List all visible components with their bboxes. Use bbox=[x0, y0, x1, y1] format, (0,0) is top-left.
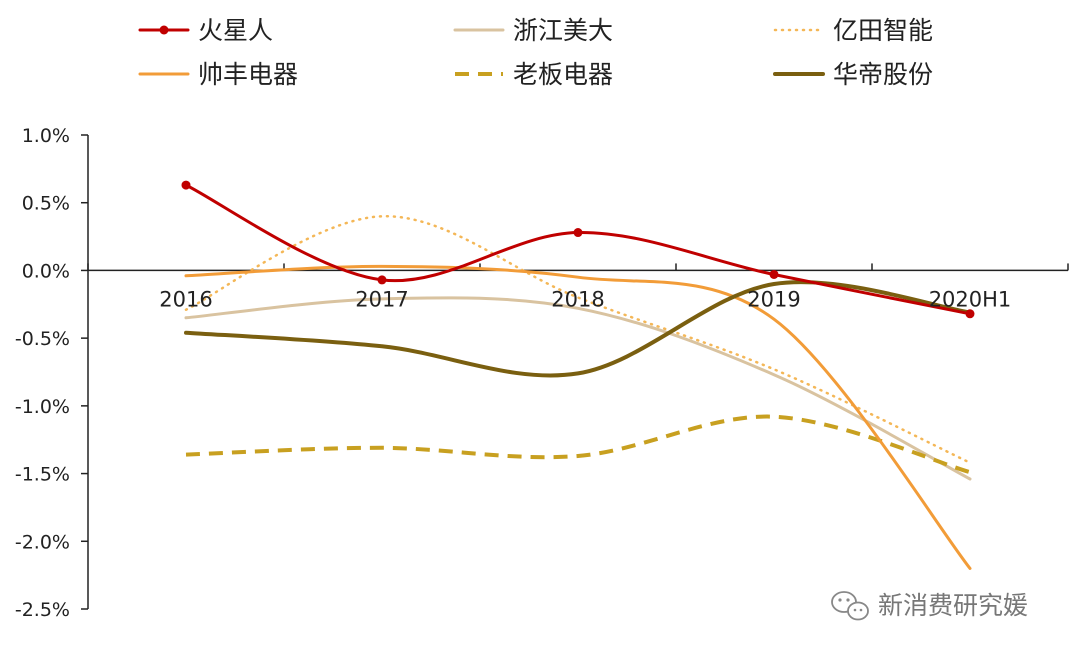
legend-label: 亿田智能 bbox=[833, 16, 933, 45]
x-tick-label: 2016 bbox=[159, 287, 212, 311]
y-tick-label: 0.0% bbox=[22, 260, 70, 282]
legend-item: 帅丰电器 bbox=[138, 60, 298, 89]
data-point bbox=[573, 228, 583, 238]
legend-item: 华帝股份 bbox=[773, 60, 933, 89]
legend-item: 火星人 bbox=[138, 16, 273, 45]
watermark-text: 新消费研究媛 bbox=[878, 591, 1028, 620]
y-tick-label: -2.5% bbox=[15, 599, 70, 621]
legend-label: 帅丰电器 bbox=[198, 60, 298, 89]
legend-label: 老板电器 bbox=[513, 60, 613, 89]
legend-marker bbox=[159, 25, 169, 35]
legend-label: 火星人 bbox=[198, 16, 273, 45]
series-line-1 bbox=[184, 296, 972, 481]
y-tick-label: -1.0% bbox=[15, 396, 70, 418]
y-tick-label: -2.0% bbox=[15, 531, 70, 553]
legend-label: 浙江美大 bbox=[513, 16, 613, 45]
legend-item: 老板电器 bbox=[455, 60, 613, 89]
data-point bbox=[769, 269, 779, 279]
x-tick-label: 2018 bbox=[551, 287, 604, 311]
series-line-5 bbox=[184, 280, 972, 378]
wechat-icon bbox=[831, 591, 869, 621]
x-tick-label: 2019 bbox=[747, 287, 800, 311]
x-tick-label: 2017 bbox=[355, 287, 408, 311]
y-tick-label: 1.0% bbox=[22, 125, 70, 147]
y-tick-label: 0.5% bbox=[22, 193, 70, 215]
data-point bbox=[377, 275, 387, 285]
data-point bbox=[965, 309, 975, 319]
series-line-4 bbox=[185, 414, 971, 475]
y-tick-label: -0.5% bbox=[15, 328, 70, 350]
x-tick-label: 2020H1 bbox=[929, 287, 1012, 311]
legend-item: 浙江美大 bbox=[453, 16, 613, 45]
x-ticks bbox=[87, 263, 1069, 271]
category-labels: 2016 2017 2018 2019 2020H1 bbox=[159, 287, 1011, 311]
data-point bbox=[181, 180, 191, 190]
series-line-2 bbox=[184, 215, 972, 464]
legend-item: 亿田智能 bbox=[773, 16, 933, 45]
y-ticks: 1.0% 0.5% 0.0% -0.5% -1.0% -1.5% -2.0% -2.5% bbox=[15, 125, 88, 621]
legend-label: 华帝股份 bbox=[833, 60, 933, 89]
series-line-3 bbox=[184, 264, 972, 570]
watermark: 新消费研究媛 bbox=[831, 591, 1028, 621]
y-tick-label: -1.5% bbox=[15, 464, 70, 486]
series bbox=[181, 180, 975, 570]
